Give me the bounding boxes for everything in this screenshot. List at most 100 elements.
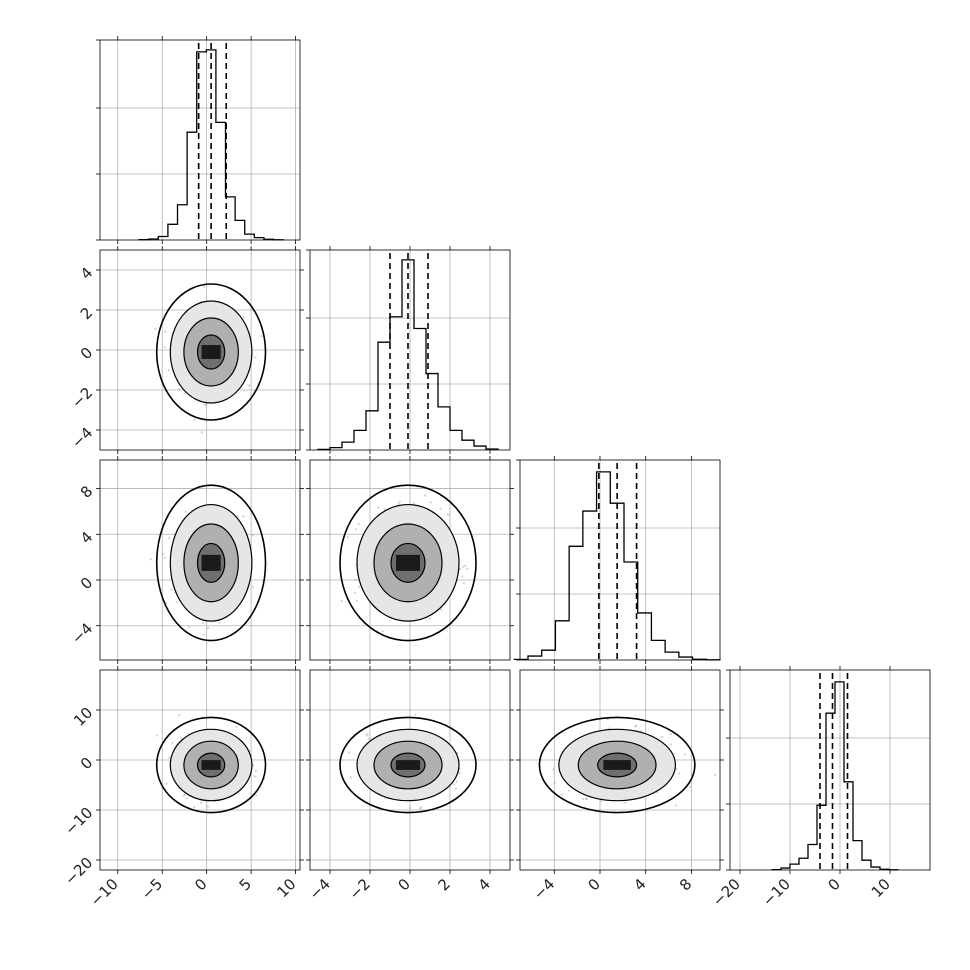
panel-2-0-point (170, 588, 173, 592)
panel-3-2-point (634, 725, 637, 728)
panel-2-1-point (383, 508, 386, 511)
panel-3-3: −20 −10 0 10 (709, 666, 931, 910)
panel-1-0-contour-2 (169, 300, 253, 404)
panel-3-1-xtick-label-4: 4 (475, 875, 494, 894)
panel-3-2-point (585, 797, 588, 801)
panel-2-1-point (397, 502, 400, 505)
panel-3-2-point (568, 789, 571, 792)
panel-2-0-contour-1 (183, 523, 239, 603)
panel-3-1-density-core (396, 760, 420, 770)
panel-2-0-point (207, 627, 210, 630)
panel-1-0-point (193, 418, 196, 421)
panel-3-2-xtick-label-2: 4 (630, 875, 649, 894)
panel-3-0-xtick-label-1: −5 (138, 875, 166, 903)
panel-2-0: −4 0 4 8 (68, 456, 304, 664)
panel-2-0-point (168, 537, 171, 540)
panel-3-0-point (193, 806, 196, 809)
panel-3-3-frame (729, 669, 931, 871)
panel-3-1-point (365, 734, 368, 737)
panel-1-1 (306, 246, 511, 454)
panel-2-1-point (447, 513, 450, 516)
panel-3-0-point (185, 797, 188, 800)
panel-2-1-point (429, 501, 432, 504)
panel-3-2-point (684, 753, 687, 756)
panel-2-1-point (357, 522, 361, 525)
panel-2-0-point (149, 558, 153, 561)
panel-1-0-point (164, 330, 167, 333)
panel-3-1-point (419, 806, 422, 809)
panel-3-0-frame (99, 669, 301, 871)
panel-3-2-point (660, 735, 663, 739)
panel-3-0-xtick-label-3: 5 (236, 875, 255, 894)
panel-2-1-point (358, 585, 361, 588)
panel-1-0-ytick-label-3: 2 (77, 304, 96, 323)
panel-0-0-frame (99, 39, 301, 241)
panel-3-3-xtick-label-3: 10 (868, 875, 894, 901)
panel-3-0-ytick-label-0: −20 (61, 854, 96, 889)
panel-3-2-point (585, 797, 588, 800)
panel-2-1-point (424, 494, 427, 497)
panel-0-0-histogram (138, 49, 284, 241)
panel-2-0-contour-3 (155, 484, 267, 642)
panel-3-0-point (252, 764, 255, 767)
panel-3-2-point (688, 785, 692, 789)
panel-3-0-point (182, 794, 185, 797)
panel-2-1-point (429, 617, 432, 620)
panel-1-0: −4 −2 0 2 4 (68, 246, 304, 454)
panel-2-0-contour-0 (196, 542, 226, 583)
panel-3-0-point (255, 794, 258, 797)
panel-3-1-point (414, 713, 417, 716)
panel-2-0-contour-2 (169, 503, 253, 622)
panel-1-0-ytick-label-2: 0 (77, 344, 96, 363)
panel-2-0-point (242, 515, 245, 518)
panel-2-1 (306, 456, 514, 664)
panel-3-2-contour-2 (558, 728, 677, 802)
panel-3-1-xtick-label-0: −4 (306, 875, 334, 903)
panel-0-0 (96, 36, 301, 244)
panel-3-2-point (582, 797, 585, 801)
panel-3-1-point (455, 780, 458, 783)
panel-3-0-ytick-label-1: −10 (61, 804, 96, 839)
panel-1-1-histogram (317, 259, 499, 451)
panel-1-0-point (167, 368, 170, 372)
panel-3-0-contour-3 (155, 716, 267, 814)
panel-2-1-point (353, 591, 356, 594)
panel-2-1-point (439, 507, 442, 510)
panel-2-1-point (412, 502, 416, 505)
panel-2-1-contour-1 (373, 523, 443, 603)
panel-3-2-contour-1 (577, 740, 657, 790)
panel-3-0-point (168, 756, 171, 759)
panel-3-3-histogram (771, 681, 899, 871)
panel-1-0-point (154, 327, 157, 330)
panel-3-3-xtick-label-2: 0 (825, 875, 844, 894)
panel-3-1-point (348, 751, 351, 754)
panel-2-1-point (355, 528, 358, 531)
panel-1-0-point (205, 403, 208, 406)
panel-3-0-contour-1 (183, 740, 239, 790)
panel-3-1-point (453, 783, 456, 786)
panel-2-1-contour-2 (356, 503, 460, 622)
panel-3-2-xtick-label-1: 0 (585, 875, 604, 894)
panel-3-1-point (454, 787, 457, 790)
panel-2-1-point (354, 578, 357, 581)
panel-1-0-point (248, 384, 251, 387)
panel-2-0-point (188, 626, 191, 629)
panel-2-0-ytick-label-1: 0 (77, 574, 96, 593)
panel-2-1-point (459, 568, 462, 571)
panel-2-0-point (202, 633, 205, 636)
panel-1-0-contour-1 (183, 317, 239, 387)
panel-2-0-point (251, 586, 254, 589)
panel-3-0-point (155, 734, 159, 737)
panel-3-2-density-core (603, 760, 631, 770)
panel-3-3-xtick-label-1: −10 (759, 875, 794, 910)
panel-3-2-frame (519, 669, 721, 871)
panel-3-2-point (552, 768, 555, 771)
panel-2-0-point (201, 621, 204, 624)
panel-1-0-contour-0 (196, 334, 226, 370)
panel-1-0-point (254, 356, 257, 359)
panel-2-1-point (340, 599, 343, 603)
panel-1-0-density-core (201, 345, 221, 359)
panel-3-2-xtick-label-0: −4 (530, 875, 558, 903)
panel-3-2-point (624, 801, 627, 804)
